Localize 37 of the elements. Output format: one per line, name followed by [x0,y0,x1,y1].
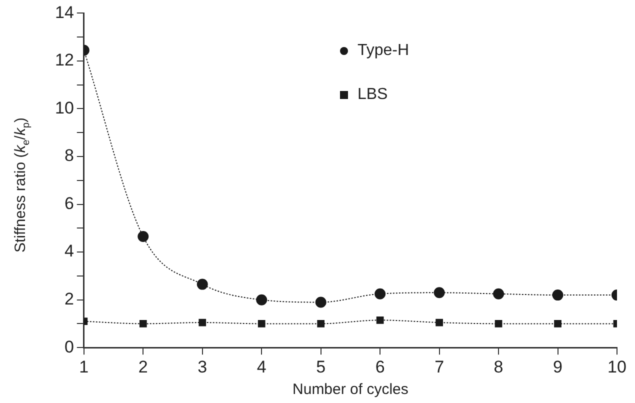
point [196,278,208,290]
y-tick-label: 0 [64,337,74,356]
point [493,288,504,300]
point [376,316,384,324]
x-tick-label: 6 [375,357,385,376]
y-tick-label: 6 [64,194,74,213]
x-tick-label: 10 [608,357,626,376]
y-tick-label: 10 [54,98,74,118]
legend-label: LBS [357,86,388,104]
legend-label: Type-H [357,42,410,60]
point [317,320,325,328]
y-tick-label: 8 [64,146,74,166]
point [436,318,443,326]
point [494,320,502,328]
x-tick-label: 8 [494,357,504,376]
y-tick-label: 4 [64,242,74,261]
x-tick-label: 9 [553,357,562,376]
point [138,231,149,242]
point [139,320,147,328]
x-tick-label: 1 [79,357,89,376]
x-tick-label: 7 [434,357,444,376]
y-tick-label: 14 [54,2,74,22]
x-tick-label: 2 [138,357,148,376]
point [315,296,326,308]
point [434,287,445,298]
point [552,290,564,301]
point [256,294,268,306]
x-tick-label: 3 [198,357,208,376]
x-axis-title: Number of cycles [292,381,408,398]
x-tick-label: 4 [256,357,266,376]
y-tick-label: 12 [54,50,74,70]
point [198,318,206,326]
point [374,288,386,300]
point [554,320,562,328]
y-tick-label: 2 [64,290,74,309]
x-tick-label: 5 [316,357,326,376]
point [258,320,266,328]
